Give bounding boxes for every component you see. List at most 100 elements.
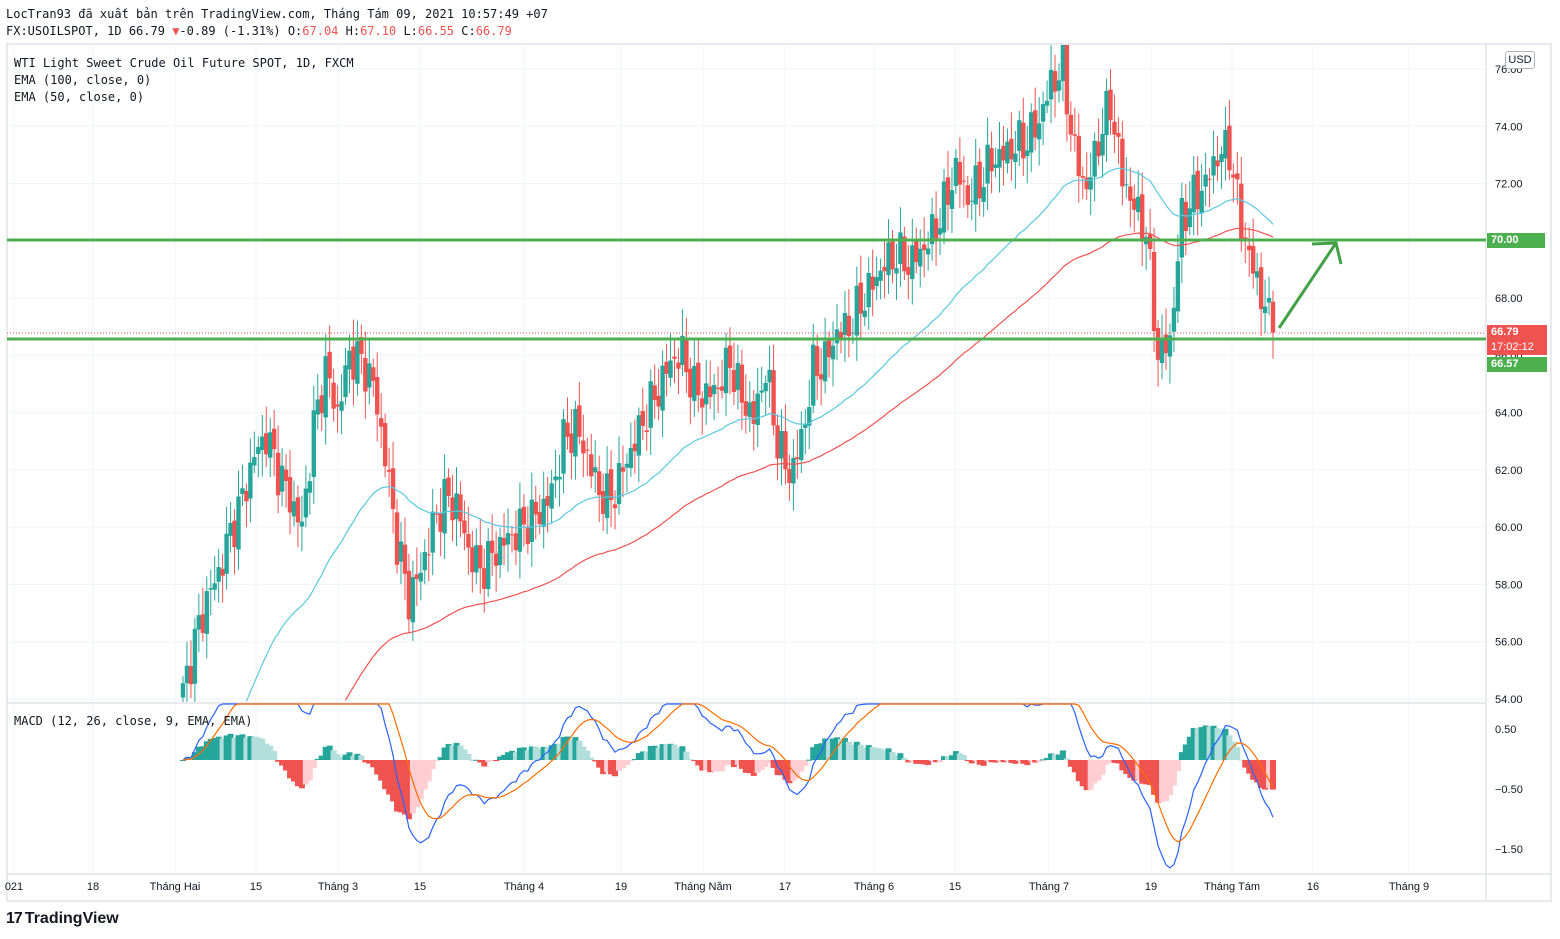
candle xyxy=(458,481,463,538)
macd-histogram-bar xyxy=(441,747,448,760)
candle xyxy=(260,414,265,477)
candle xyxy=(1052,54,1058,118)
candle xyxy=(378,393,384,448)
macd-histogram-bar xyxy=(750,760,757,776)
macd-histogram-bar xyxy=(239,734,246,760)
macd-histogram-bar xyxy=(671,744,678,760)
candle xyxy=(1104,78,1109,162)
candle xyxy=(1223,106,1228,181)
legend-ema50[interactable]: EMA (50, close, 0) xyxy=(14,90,145,104)
macd-histogram-bar xyxy=(465,753,472,760)
macd-histogram-bar xyxy=(437,757,444,760)
macd-histogram-bar xyxy=(1095,760,1102,781)
macd-histogram-bar xyxy=(326,745,333,760)
time-tick-label: 15 xyxy=(414,881,426,893)
candle xyxy=(771,344,776,436)
open-label: O: xyxy=(287,24,303,38)
macd-histogram-bar xyxy=(1143,760,1150,785)
candle xyxy=(434,504,439,524)
macd-histogram-bar xyxy=(929,760,936,761)
macd-histogram-bar xyxy=(449,745,456,760)
macd-histogram-bar xyxy=(401,760,408,815)
macd-histogram-bar xyxy=(497,756,504,760)
macd-histogram-bar xyxy=(421,760,428,790)
macd-histogram-bar xyxy=(346,752,353,760)
macd-histogram-bar xyxy=(845,741,852,760)
candle xyxy=(394,499,400,574)
candle xyxy=(414,547,420,607)
candle xyxy=(375,352,380,442)
candle xyxy=(454,467,459,547)
macd-histogram-bar xyxy=(548,745,555,760)
macd-histogram-bar xyxy=(738,760,745,769)
macd-histogram-bar xyxy=(941,756,948,760)
macd-histogram-bar xyxy=(1270,760,1276,790)
macd-histogram-bar xyxy=(1091,760,1098,784)
candle xyxy=(192,617,198,702)
candle xyxy=(628,422,634,477)
candle xyxy=(1036,97,1042,166)
macd-histogram-bar xyxy=(691,760,698,761)
macd-histogram-bar xyxy=(758,760,765,771)
candle xyxy=(525,506,531,554)
macd-histogram-bar xyxy=(885,748,892,760)
macd-histogram-bar xyxy=(647,745,654,760)
candle xyxy=(1203,152,1208,207)
candle xyxy=(236,470,241,570)
candle xyxy=(1155,320,1161,387)
macd-histogram-bar xyxy=(1059,750,1066,760)
candle xyxy=(1108,69,1113,135)
legend-ema100[interactable]: EMA (100, close, 0) xyxy=(14,73,152,87)
macd-histogram-bar xyxy=(211,738,218,760)
candle xyxy=(482,548,487,613)
macd-histogram-bar xyxy=(639,751,646,760)
macd-histogram-bar xyxy=(786,760,793,784)
candle xyxy=(1084,152,1089,200)
time-tick-label: Tháng Năm xyxy=(674,881,731,893)
macd-histogram-bar xyxy=(1226,735,1233,760)
candle xyxy=(624,453,630,492)
candle xyxy=(501,512,507,566)
candle xyxy=(747,381,752,433)
macd-histogram-bar xyxy=(1008,760,1015,763)
currency-label[interactable]: USD xyxy=(1505,51,1535,69)
candle xyxy=(743,374,749,434)
ema50-line xyxy=(245,167,1274,702)
candle xyxy=(188,640,194,699)
macd-histogram-bar xyxy=(1079,760,1086,787)
candle xyxy=(739,349,745,430)
candle xyxy=(727,327,733,395)
candle xyxy=(735,344,741,410)
macd-histogram-bar xyxy=(508,750,515,760)
macd-axis: 0.50 −0.50 −1.50 xyxy=(1495,724,1523,856)
macd-histogram-bar xyxy=(952,751,959,760)
macd-histogram-bar xyxy=(1147,760,1154,785)
legend-macd[interactable]: MACD (12, 26, close, 9, EMA, EMA) xyxy=(14,714,253,728)
macd-histogram-bar xyxy=(370,760,377,768)
macd-histogram-bar xyxy=(1111,760,1118,763)
candle xyxy=(1266,276,1272,316)
candle xyxy=(1171,286,1177,353)
macd-histogram-bar xyxy=(806,759,813,761)
candle xyxy=(593,440,598,493)
candle xyxy=(1270,290,1276,359)
candle xyxy=(803,409,808,455)
macd-histogram-bar xyxy=(560,737,567,760)
macd-tick-label: −0.50 xyxy=(1495,784,1523,796)
candle xyxy=(486,527,491,597)
candle xyxy=(898,207,903,287)
macd-histogram-bar xyxy=(501,754,508,760)
macd-histogram-bar xyxy=(191,752,198,760)
candle xyxy=(664,343,669,397)
candle xyxy=(668,333,673,387)
candle xyxy=(438,488,443,557)
candle xyxy=(549,469,554,524)
candle xyxy=(775,414,780,481)
candle xyxy=(767,345,772,408)
time-tick-label: 15 xyxy=(949,881,961,893)
tradingview-logo[interactable]: 17 TradingView xyxy=(6,910,119,928)
candle xyxy=(791,439,796,511)
macd-histogram-bar xyxy=(354,753,361,760)
macd-histogram-bar xyxy=(921,760,928,765)
